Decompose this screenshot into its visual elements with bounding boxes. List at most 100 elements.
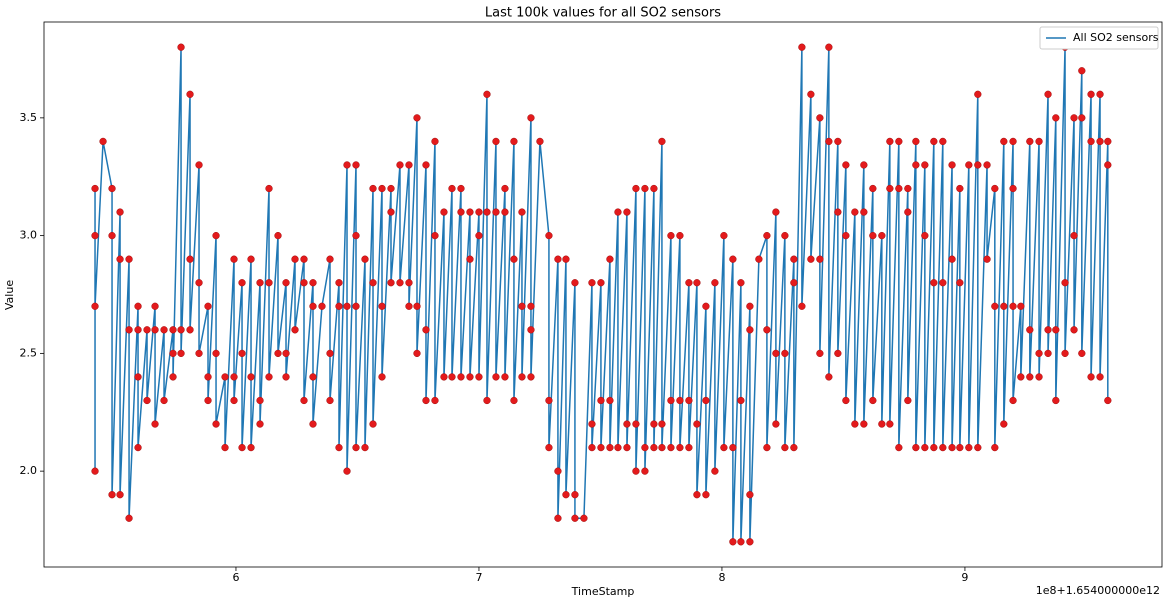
data-point [212, 349, 220, 358]
data-point [606, 255, 614, 263]
data-point [475, 231, 483, 240]
data-point [772, 349, 780, 358]
data-point [641, 443, 649, 452]
data-point [965, 161, 973, 169]
data-point [597, 443, 605, 452]
data-point [151, 302, 159, 310]
x-tick-label: 9 [961, 571, 968, 584]
data-point [930, 279, 938, 287]
data-point [431, 137, 439, 146]
data-point [790, 255, 798, 263]
data-point [527, 373, 535, 381]
legend: All SO2 sensors [1039, 26, 1159, 50]
data-point [151, 420, 159, 428]
data-point [623, 443, 631, 452]
data-point [195, 349, 203, 358]
data-point [1035, 137, 1043, 146]
data-point [816, 255, 824, 263]
data-point [1044, 349, 1052, 358]
data-point [729, 538, 737, 546]
data-point [1000, 137, 1008, 146]
data-point [466, 373, 474, 381]
data-point [518, 208, 526, 216]
data-point [632, 420, 640, 428]
data-point [143, 326, 151, 334]
data-point [134, 326, 142, 334]
data-point [405, 279, 413, 287]
data-point [527, 114, 535, 122]
data-point [632, 184, 640, 193]
data-point [300, 255, 308, 263]
data-point [991, 443, 999, 452]
data-point [256, 420, 264, 428]
data-point [1070, 114, 1078, 122]
data-point [991, 302, 999, 310]
data-point [729, 255, 737, 263]
legend-box [1039, 26, 1159, 50]
data-point [501, 208, 509, 216]
data-point [632, 467, 640, 475]
data-point [781, 231, 789, 240]
data-point [798, 43, 806, 51]
data-point [956, 443, 964, 452]
data-point [326, 396, 334, 405]
data-point [1026, 137, 1034, 146]
data-point [886, 184, 894, 193]
data-point [1087, 373, 1095, 381]
data-point [693, 420, 701, 428]
data-point [457, 184, 465, 193]
data-point [186, 255, 194, 263]
data-point [1061, 349, 1069, 358]
data-point [667, 443, 675, 452]
data-point [974, 443, 982, 452]
data-point [588, 420, 596, 428]
data-point [510, 396, 518, 405]
data-point [991, 184, 999, 193]
data-point [842, 396, 850, 405]
data-point [921, 443, 929, 452]
data-point [685, 443, 693, 452]
y-tick-label: 2.5 [20, 346, 38, 359]
data-point [545, 443, 553, 452]
data-point [527, 302, 535, 310]
data-point [676, 443, 684, 452]
data-point [335, 279, 343, 287]
data-point [116, 491, 124, 499]
data-point [108, 184, 116, 193]
data-point [265, 373, 273, 381]
series-line [94, 46, 1109, 543]
data-point [369, 279, 377, 287]
data-point [790, 443, 798, 452]
data-point [545, 396, 553, 405]
data-point [387, 279, 395, 287]
data-point [763, 231, 771, 240]
data-point [851, 208, 859, 216]
data-point [1096, 137, 1104, 146]
data-point [108, 491, 116, 499]
data-point [160, 396, 168, 405]
legend-label: All SO2 sensors [1073, 31, 1159, 44]
data-point [939, 443, 947, 452]
data-point [369, 184, 377, 193]
data-point [667, 231, 675, 240]
data-point [842, 161, 850, 169]
data-point [772, 208, 780, 216]
data-point [387, 208, 395, 216]
data-point [904, 184, 912, 193]
data-point [807, 90, 815, 98]
data-point [667, 396, 675, 405]
data-point [169, 349, 177, 358]
data-point [518, 302, 526, 310]
data-point [623, 420, 631, 428]
data-point [116, 208, 124, 216]
data-point [974, 161, 982, 169]
data-point [886, 137, 894, 146]
data-point [343, 467, 351, 475]
data-point [143, 396, 151, 405]
data-point [440, 373, 448, 381]
data-point [309, 302, 317, 310]
data-point [483, 90, 491, 98]
data-point [641, 184, 649, 193]
data-point [518, 373, 526, 381]
